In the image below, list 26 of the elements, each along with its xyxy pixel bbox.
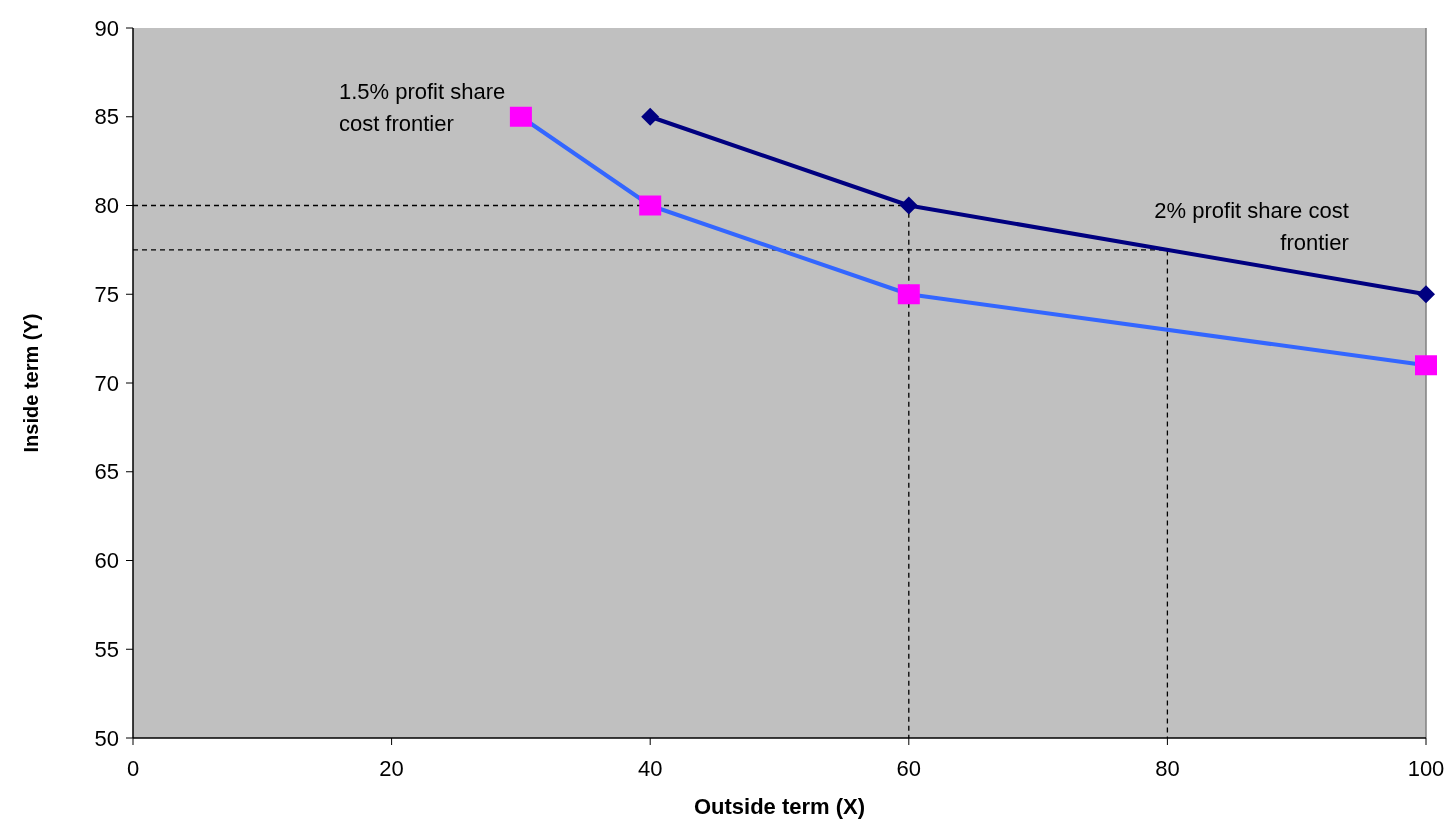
- y-tick-label: 70: [94, 370, 119, 396]
- y-tick-label: 80: [94, 193, 119, 219]
- series-label: 1.5% profit share cost frontier: [338, 78, 506, 136]
- x-tick-label: 80: [1155, 756, 1180, 781]
- y-tick-label: 90: [94, 15, 119, 41]
- y-tick-label: 55: [94, 636, 119, 662]
- y-tick-label: 85: [94, 104, 119, 130]
- series-label: 2% profit share cost frontier: [1154, 197, 1349, 255]
- point: [639, 195, 662, 216]
- point: [641, 107, 660, 126]
- y-axis-title: Inside term (Y): [20, 313, 42, 453]
- point: [897, 284, 920, 305]
- y-tick-label: 60: [94, 548, 119, 574]
- x-tick-label: 60: [896, 756, 922, 781]
- point: [1415, 355, 1437, 376]
- point: [509, 106, 532, 127]
- x-tick-label: 40: [637, 756, 663, 781]
- y-tick-label: 65: [94, 459, 119, 485]
- x-tick-label: 20: [379, 756, 404, 781]
- y-tick-label: 50: [94, 725, 119, 751]
- point: [899, 196, 918, 215]
- x-tick-label: 0: [126, 756, 140, 781]
- point: [1417, 285, 1435, 304]
- y-tick-label: 75: [94, 281, 119, 307]
- x-axis-title: Outside term (X): [693, 794, 866, 819]
- x-tick-label: 100: [1407, 756, 1445, 781]
